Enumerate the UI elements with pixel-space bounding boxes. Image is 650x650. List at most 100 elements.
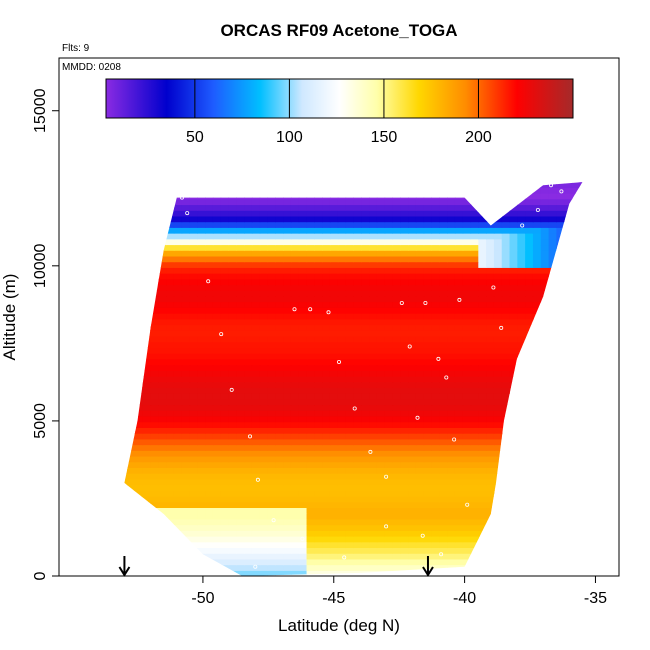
heat-cell	[525, 341, 534, 348]
heat-cell	[212, 433, 222, 440]
heat-cell	[548, 450, 557, 457]
heat-cell	[181, 438, 191, 446]
heat-cell	[142, 324, 152, 331]
heat-cell	[244, 273, 253, 280]
heat-cell	[556, 255, 565, 263]
heat-cell	[236, 398, 245, 406]
heat-cell	[478, 450, 487, 457]
heat-cell	[251, 484, 261, 491]
heat-cell	[251, 353, 261, 360]
heat-cell	[158, 278, 167, 286]
heat-cell	[283, 353, 292, 360]
heat-cell	[197, 507, 206, 514]
heat-cell	[447, 238, 456, 246]
heat-cell	[517, 267, 526, 274]
x-tick-label: -45	[322, 590, 345, 607]
heat-cell	[259, 415, 269, 423]
heat-cell	[493, 335, 503, 343]
heat-cell	[353, 273, 362, 280]
heat-cell	[228, 450, 237, 457]
heat-cell	[306, 273, 315, 280]
heat-cell	[228, 267, 237, 274]
heat-cell	[251, 467, 261, 474]
heat-cell	[392, 530, 401, 537]
heat-cell	[415, 267, 425, 274]
heat-cell	[173, 215, 183, 223]
heat-cell	[540, 244, 550, 251]
heat-cell	[486, 381, 495, 388]
heat-cell	[158, 501, 167, 509]
heat-cell	[212, 518, 222, 526]
heat-cell	[532, 398, 542, 406]
heat-cell	[369, 244, 378, 251]
heat-cell	[197, 255, 206, 263]
heat-cell	[142, 564, 152, 571]
heat-cell	[236, 410, 245, 417]
heat-cell	[220, 215, 230, 223]
heat-cell	[267, 210, 276, 217]
heat-cell	[392, 444, 401, 451]
heat-cell	[124, 398, 128, 406]
heat-cell	[244, 278, 253, 286]
heat-cell	[259, 467, 269, 474]
heat-cell	[493, 347, 503, 354]
heat-cell	[329, 381, 339, 388]
heat-cell	[134, 404, 144, 411]
heat-cell	[408, 564, 417, 571]
heat-cell	[189, 444, 198, 451]
heat-cell	[283, 324, 292, 331]
heat-cell	[579, 324, 583, 331]
heat-cell	[150, 330, 159, 337]
heat-cell	[361, 513, 370, 520]
heat-cell	[220, 370, 230, 377]
heat-cell	[173, 324, 183, 331]
heat-cell	[314, 375, 323, 383]
heat-cell	[212, 535, 222, 543]
heat-cell	[454, 398, 464, 406]
heat-cell	[369, 421, 378, 428]
heat-cell	[548, 358, 557, 366]
heat-cell	[158, 307, 167, 314]
heat-cell	[423, 210, 433, 217]
heat-cell	[376, 324, 386, 331]
heat-cell	[470, 273, 479, 280]
heat-cell	[205, 267, 214, 274]
heat-cell	[189, 347, 198, 354]
heat-cell	[431, 330, 440, 337]
heat-cell	[306, 324, 315, 331]
heat-cell	[283, 364, 292, 371]
heat-cell	[509, 513, 518, 520]
heat-cell	[205, 278, 214, 286]
heat-cell	[322, 295, 331, 303]
heat-cell	[267, 193, 276, 200]
heat-cell	[353, 518, 362, 526]
heat-cell	[228, 364, 237, 371]
heat-cell	[384, 215, 394, 223]
heat-cell	[353, 524, 362, 531]
heat-cell	[376, 473, 386, 480]
heat-cell	[454, 250, 464, 257]
heat-cell	[556, 381, 565, 388]
heat-cell	[369, 341, 378, 348]
heat-cell	[439, 330, 448, 337]
heat-cell	[400, 182, 409, 183]
heat-cell	[197, 518, 206, 526]
heat-cell	[447, 182, 456, 183]
heat-cell	[212, 295, 222, 303]
heat-cell	[548, 267, 557, 274]
heat-cell	[220, 250, 230, 257]
heat-cell	[337, 558, 347, 566]
heat-cell	[392, 467, 401, 474]
heat-cell	[571, 238, 581, 246]
heat-cell	[540, 364, 550, 371]
x-tick-label: -40	[453, 590, 476, 607]
heat-cell	[462, 347, 472, 354]
heat-cell	[306, 375, 315, 383]
heat-cell	[181, 518, 191, 526]
heat-cell	[509, 193, 518, 200]
heat-cell	[454, 182, 464, 183]
heat-cell	[408, 301, 417, 308]
heat-cell	[212, 507, 222, 514]
heat-cell	[392, 295, 401, 303]
heat-cell	[228, 518, 237, 526]
